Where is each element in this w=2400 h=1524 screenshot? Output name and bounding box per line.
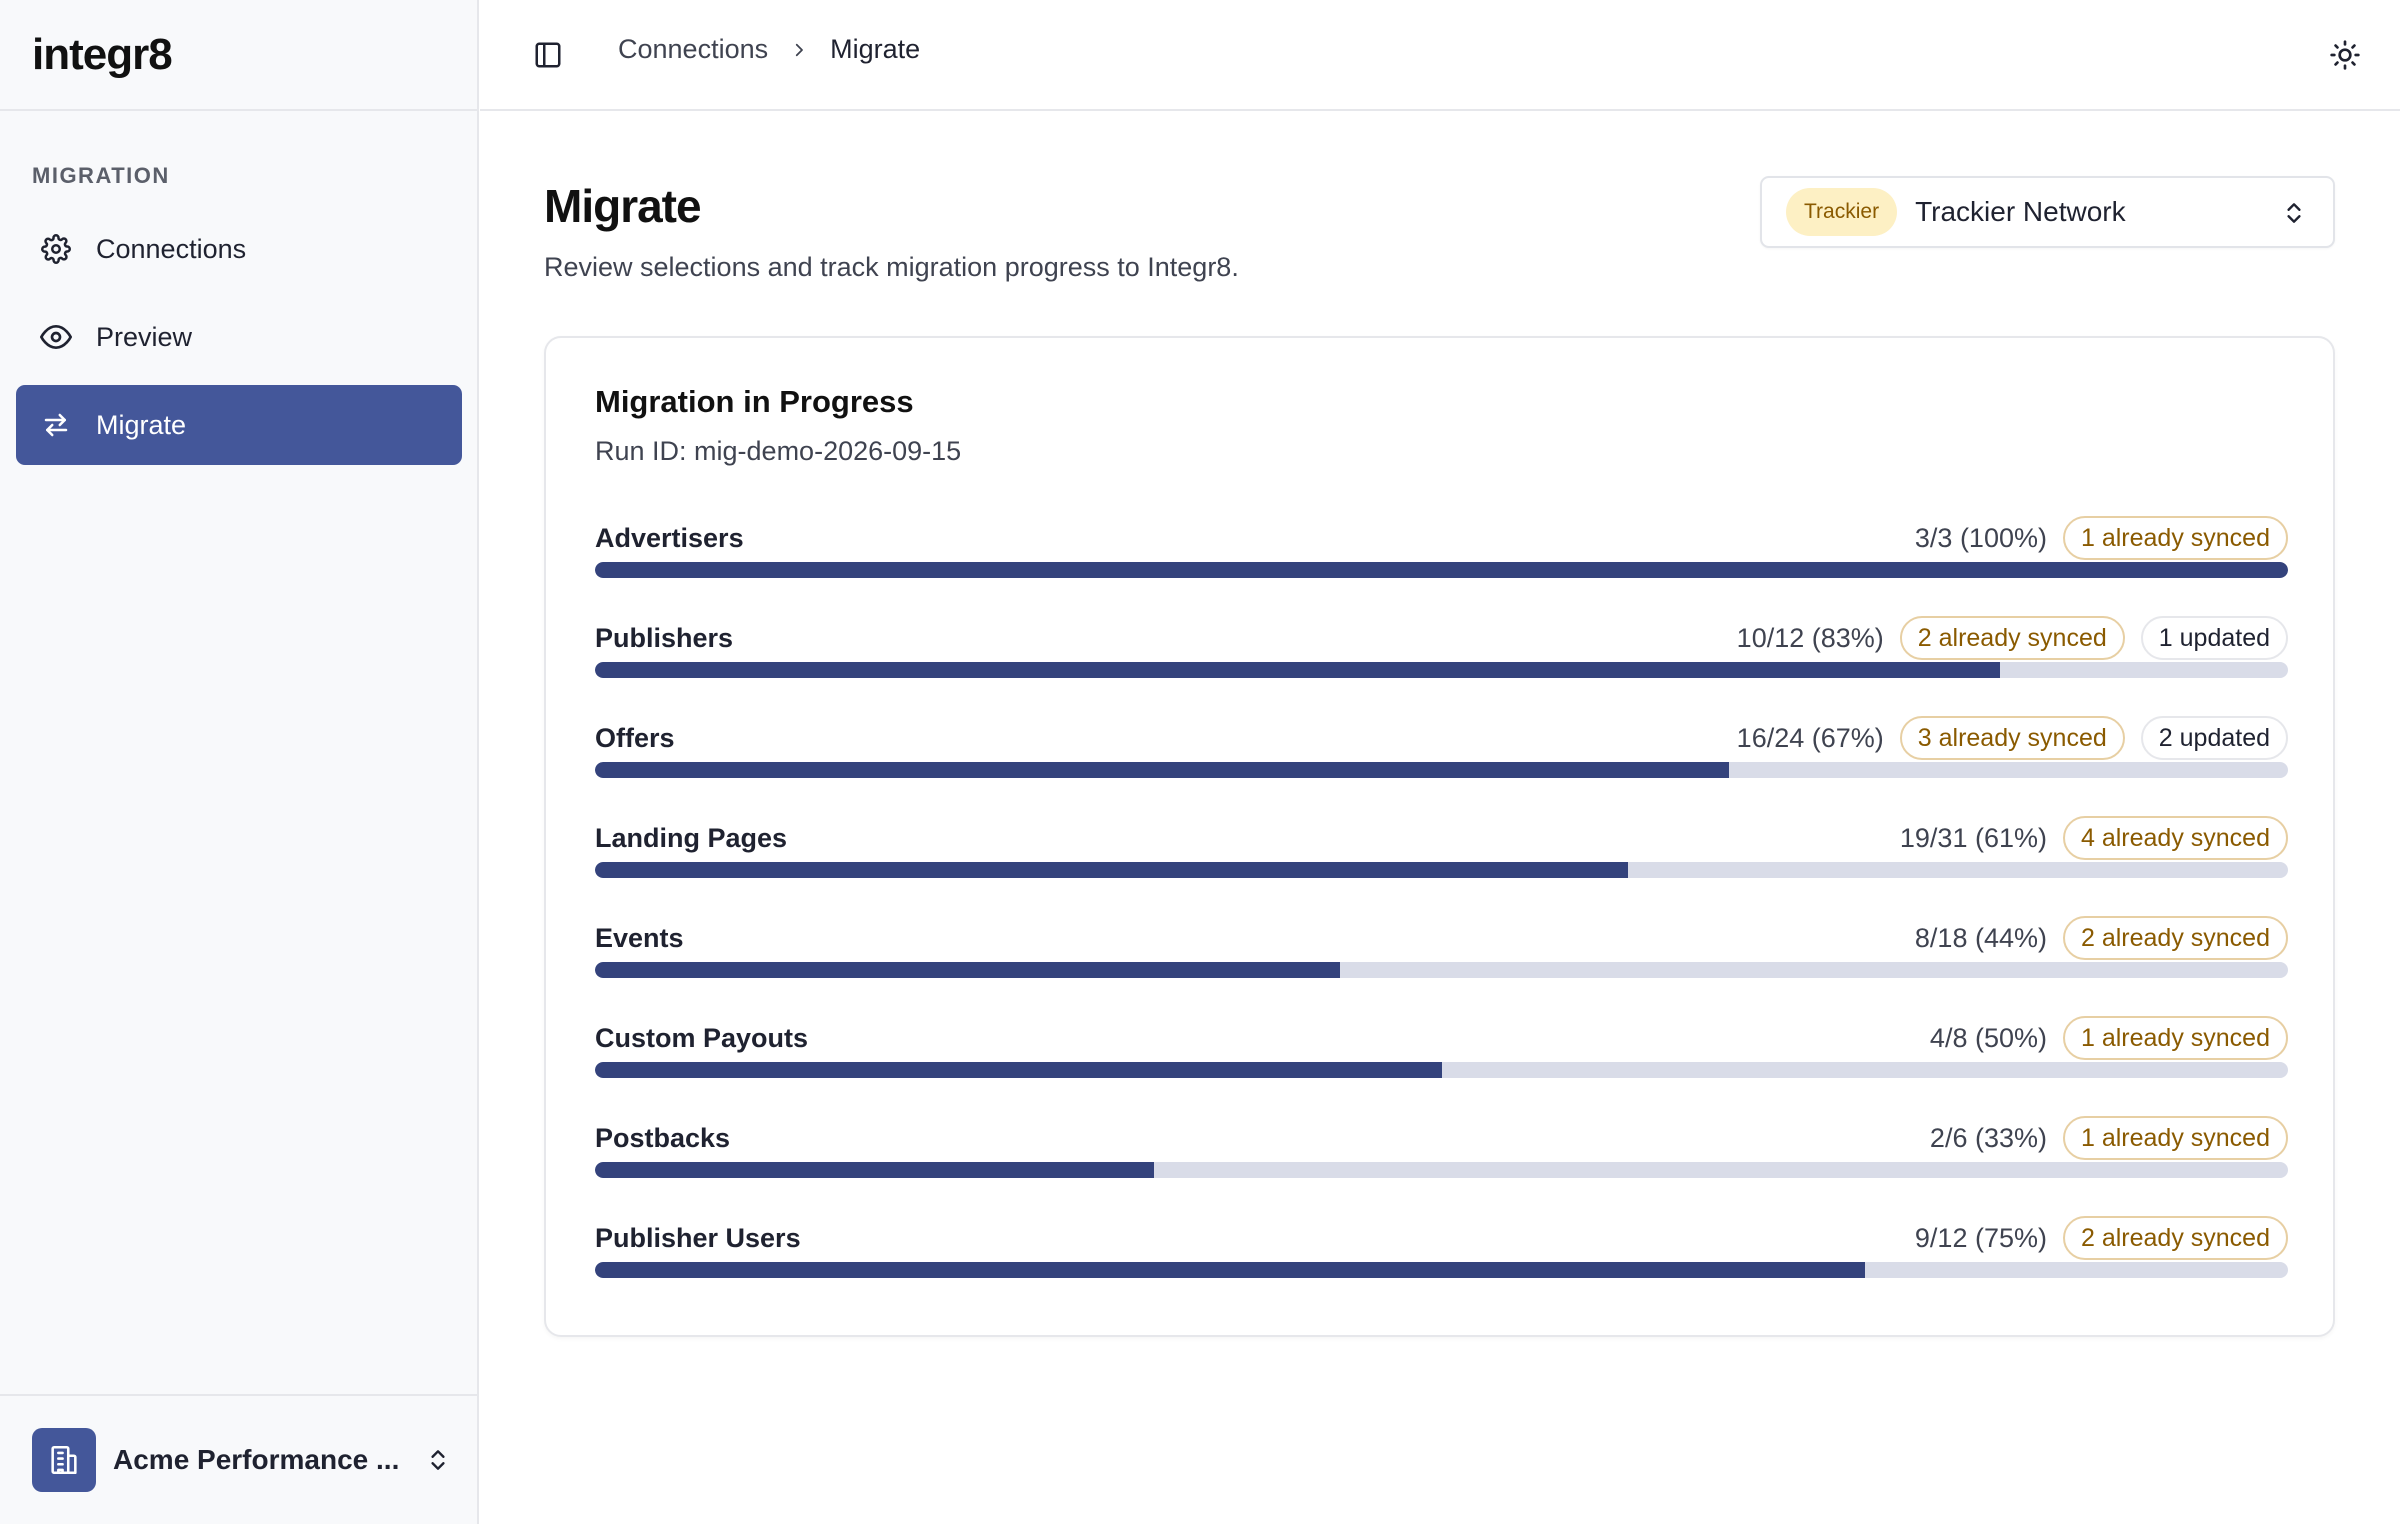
progress-count: 19/31 (61%): [1899, 822, 2047, 853]
chevron-right-icon: [790, 39, 808, 61]
panel-left-icon: [535, 42, 561, 68]
entity-label: Landing Pages: [595, 823, 788, 853]
sidebar-nav: Connections Preview Migr: [16, 209, 462, 473]
row-stats: 16/24 (67%) 3 already synced 2 updated: [1737, 716, 2288, 760]
gear-icon: [40, 233, 72, 265]
progress-count: 3/3 (100%): [1914, 522, 2047, 553]
sidebar-item-label: Connections: [96, 233, 247, 264]
progress-bar: [595, 1162, 2288, 1178]
progress-row: Offers 16/24 (67%) 3 already synced 2 up…: [595, 716, 2288, 823]
progress-count: 8/18 (44%): [1914, 922, 2047, 953]
sidebar-item-label: Preview: [96, 321, 193, 352]
breadcrumb-current: Migrate: [830, 34, 921, 64]
row-stats: 10/12 (83%) 2 already synced 1 updated: [1737, 616, 2288, 660]
sidebar-item-label: Migrate: [96, 409, 187, 440]
progress-row: Landing Pages 19/31 (61%) 4 already sync…: [595, 816, 2288, 923]
row-stats: 8/18 (44%) 2 already synced: [1915, 916, 2288, 960]
already-synced-badge: 1 already synced: [2062, 1116, 2288, 1160]
already-synced-badge: 1 already synced: [2062, 1016, 2288, 1060]
entity-label: Postbacks: [595, 1123, 731, 1153]
progress-bar: [595, 1062, 2288, 1078]
breadcrumb-connections[interactable]: Connections: [618, 34, 769, 64]
breadcrumb: Connections Migrate: [618, 34, 920, 65]
progress-count: 16/24 (67%): [1736, 722, 1884, 753]
row-stats: 9/12 (75%) 2 already synced: [1915, 1216, 2288, 1260]
already-synced-badge: 1 already synced: [2062, 516, 2288, 560]
top-bar: Connections Migrate: [480, 0, 2400, 111]
progress-bar: [595, 562, 2288, 578]
sidebar-item-preview[interactable]: Preview: [16, 297, 462, 377]
progress-bar-fill: [595, 762, 1730, 778]
already-synced-badge: 2 already synced: [1899, 616, 2125, 660]
sidebar-item-migrate[interactable]: Migrate: [16, 385, 462, 465]
entity-label: Custom Payouts: [595, 1023, 809, 1053]
progress-count: 10/12 (83%): [1736, 622, 1884, 653]
run-id: Run ID: mig-demo-2026-09-15: [595, 436, 962, 466]
source-tag-badge: Trackier: [1786, 188, 1898, 236]
org-switcher[interactable]: Acme Performance ...: [0, 1394, 477, 1524]
org-name: Acme Performance ...: [113, 1444, 400, 1475]
page-subtitle: Review selections and track migration pr…: [544, 252, 1239, 282]
already-synced-badge: 2 already synced: [2062, 1216, 2288, 1260]
app-logo[interactable]: integr8: [32, 29, 173, 79]
logo-bar: integr8: [0, 0, 477, 111]
row-stats: 2/6 (33%) 1 already synced: [1930, 1116, 2288, 1160]
entity-label: Publishers: [595, 623, 734, 653]
progress-bar: [595, 762, 2288, 778]
eye-icon: [40, 321, 72, 353]
sidebar-item-connections[interactable]: Connections: [16, 209, 462, 289]
chevron-up-down-icon: [425, 1445, 451, 1475]
progress-count: 4/8 (50%): [1929, 1022, 2047, 1053]
page-title: Migrate: [544, 180, 702, 232]
chevron-up-down-icon: [2281, 198, 2307, 228]
progress-bar: [595, 662, 2288, 678]
row-stats: 3/3 (100%) 1 already synced: [1915, 516, 2288, 560]
entity-label: Offers: [595, 723, 675, 753]
source-network-select[interactable]: Trackier Trackier Network: [1760, 176, 2335, 248]
sun-icon: [2330, 40, 2360, 70]
already-synced-badge: 2 already synced: [2062, 916, 2288, 960]
progress-bar-fill: [595, 662, 2001, 678]
progress-row: Events 8/18 (44%) 2 already synced: [595, 916, 2288, 1023]
theme-toggle-button[interactable]: [2326, 36, 2364, 74]
progress-row: Custom Payouts 4/8 (50%) 1 already synce…: [595, 1016, 2288, 1123]
progress-row: Postbacks 2/6 (33%) 1 already synced: [595, 1116, 2288, 1223]
sidebar-toggle-button[interactable]: [531, 38, 565, 72]
card-title: Migration in Progress: [595, 384, 914, 419]
progress-bar-fill: [595, 1162, 1154, 1178]
progress-row: Publishers 10/12 (83%) 2 already synced …: [595, 616, 2288, 723]
progress-row: Advertisers 3/3 (100%) 1 already synced: [595, 516, 2288, 623]
entity-label: Events: [595, 923, 684, 953]
progress-count: 9/12 (75%): [1914, 1222, 2047, 1253]
progress-bar-fill: [595, 562, 2288, 578]
sidebar: integr8 MIGRATION Connections: [0, 0, 479, 1524]
already-synced-badge: 4 already synced: [2062, 816, 2288, 860]
progress-bar: [595, 1262, 2288, 1278]
sidebar-section-label: MIGRATION: [32, 163, 170, 188]
row-stats: 19/31 (61%) 4 already synced: [1900, 816, 2288, 860]
progress-bar-fill: [595, 962, 1340, 978]
already-synced-badge: 3 already synced: [1899, 716, 2125, 760]
updated-badge: 1 updated: [2140, 616, 2288, 660]
row-stats: 4/8 (50%) 1 already synced: [1930, 1016, 2288, 1060]
updated-badge: 2 updated: [2140, 716, 2288, 760]
progress-row: Publisher Users 9/12 (75%) 2 already syn…: [595, 1216, 2288, 1323]
source-network-name: Trackier Network: [1915, 196, 2126, 227]
progress-count: 2/6 (33%): [1929, 1122, 2047, 1153]
entity-label: Advertisers: [595, 523, 744, 553]
progress-bar: [595, 962, 2288, 978]
progress-bar-fill: [595, 1062, 1442, 1078]
progress-rows: Advertisers 3/3 (100%) 1 already synced …: [595, 516, 2288, 1323]
entity-label: Publisher Users: [595, 1223, 801, 1253]
migration-progress-card: Migration in Progress Run ID: mig-demo-2…: [544, 336, 2335, 1337]
building-icon: [32, 1428, 96, 1492]
arrows-swap-icon: [40, 409, 72, 441]
progress-bar-fill: [595, 862, 1628, 878]
progress-bar-fill: [595, 1262, 1865, 1278]
progress-bar: [595, 862, 2288, 878]
